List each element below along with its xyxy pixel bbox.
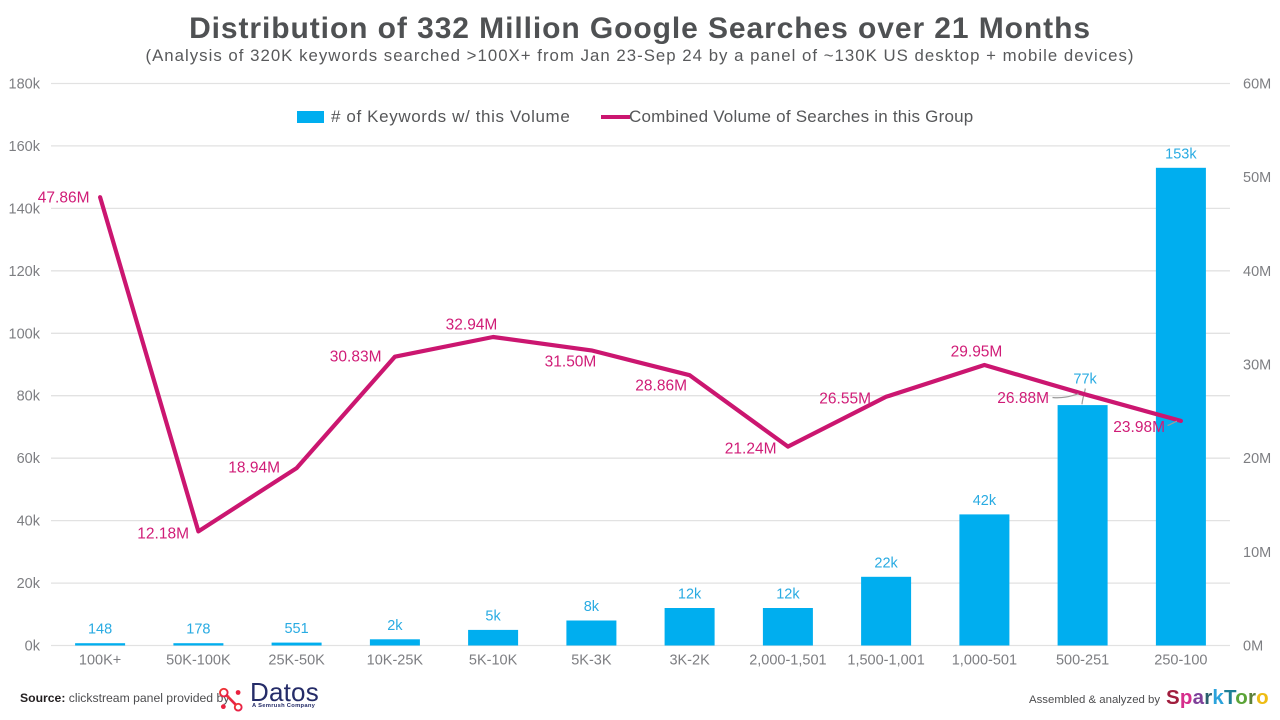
svg-text:5K-10K: 5K-10K xyxy=(469,653,518,669)
svg-text:0k: 0k xyxy=(25,639,41,655)
svg-text:10K-25K: 10K-25K xyxy=(367,653,424,669)
svg-text:50K-100K: 50K-100K xyxy=(166,653,231,669)
svg-text:140k: 140k xyxy=(9,201,41,217)
svg-text:29.95M: 29.95M xyxy=(951,344,1003,361)
svg-text:148: 148 xyxy=(88,622,112,638)
svg-text:3K-2K: 3K-2K xyxy=(669,653,710,669)
svg-text:30.83M: 30.83M xyxy=(330,349,382,366)
svg-text:20k: 20k xyxy=(17,576,41,592)
svg-text:551: 551 xyxy=(284,621,308,637)
svg-text:2k: 2k xyxy=(387,618,403,634)
svg-text:40k: 40k xyxy=(17,514,41,530)
svg-text:8k: 8k xyxy=(584,599,600,615)
svg-text:2,000-1,501: 2,000-1,501 xyxy=(749,653,826,669)
svg-text:21.24M: 21.24M xyxy=(725,441,777,458)
svg-text:80k: 80k xyxy=(17,389,41,405)
svg-text:18.94M: 18.94M xyxy=(228,460,280,477)
svg-text:26.55M: 26.55M xyxy=(819,391,871,408)
svg-text:26.88M: 26.88M xyxy=(997,390,1049,407)
svg-text:12k: 12k xyxy=(776,587,800,603)
svg-text:120k: 120k xyxy=(9,264,41,280)
svg-text:12k: 12k xyxy=(678,587,702,603)
svg-text:180k: 180k xyxy=(9,77,41,93)
svg-text:500-251: 500-251 xyxy=(1056,653,1109,669)
svg-text:160k: 160k xyxy=(9,139,41,155)
svg-text:5K-3K: 5K-3K xyxy=(571,653,612,669)
svg-text:100k: 100k xyxy=(9,326,41,342)
svg-text:5k: 5k xyxy=(485,608,501,624)
svg-text:42k: 42k xyxy=(973,493,997,509)
svg-text:20M: 20M xyxy=(1243,451,1271,467)
svg-text:31.50M: 31.50M xyxy=(545,354,597,371)
svg-text:10M: 10M xyxy=(1243,545,1271,561)
svg-text:250-100: 250-100 xyxy=(1154,653,1207,669)
svg-text:30M: 30M xyxy=(1243,358,1271,374)
svg-text:23.98M: 23.98M xyxy=(1113,419,1165,436)
svg-text:40M: 40M xyxy=(1243,264,1271,280)
svg-text:47.86M: 47.86M xyxy=(38,190,90,207)
svg-text:12.18M: 12.18M xyxy=(137,526,189,543)
svg-text:22k: 22k xyxy=(874,555,898,571)
svg-text:60k: 60k xyxy=(17,451,41,467)
svg-text:1,000-501: 1,000-501 xyxy=(952,653,1017,669)
svg-text:50M: 50M xyxy=(1243,170,1271,186)
svg-text:32.94M: 32.94M xyxy=(446,317,498,334)
svg-text:0M: 0M xyxy=(1243,639,1263,655)
svg-text:60M: 60M xyxy=(1243,77,1271,93)
svg-text:1,500-1,001: 1,500-1,001 xyxy=(847,653,924,669)
svg-text:178: 178 xyxy=(186,622,210,638)
svg-text:77k: 77k xyxy=(1073,372,1097,388)
svg-text:153k: 153k xyxy=(1165,146,1197,162)
svg-text:25K-50K: 25K-50K xyxy=(268,653,325,669)
svg-text:100K+: 100K+ xyxy=(79,653,121,669)
svg-text:28.86M: 28.86M xyxy=(635,378,687,395)
